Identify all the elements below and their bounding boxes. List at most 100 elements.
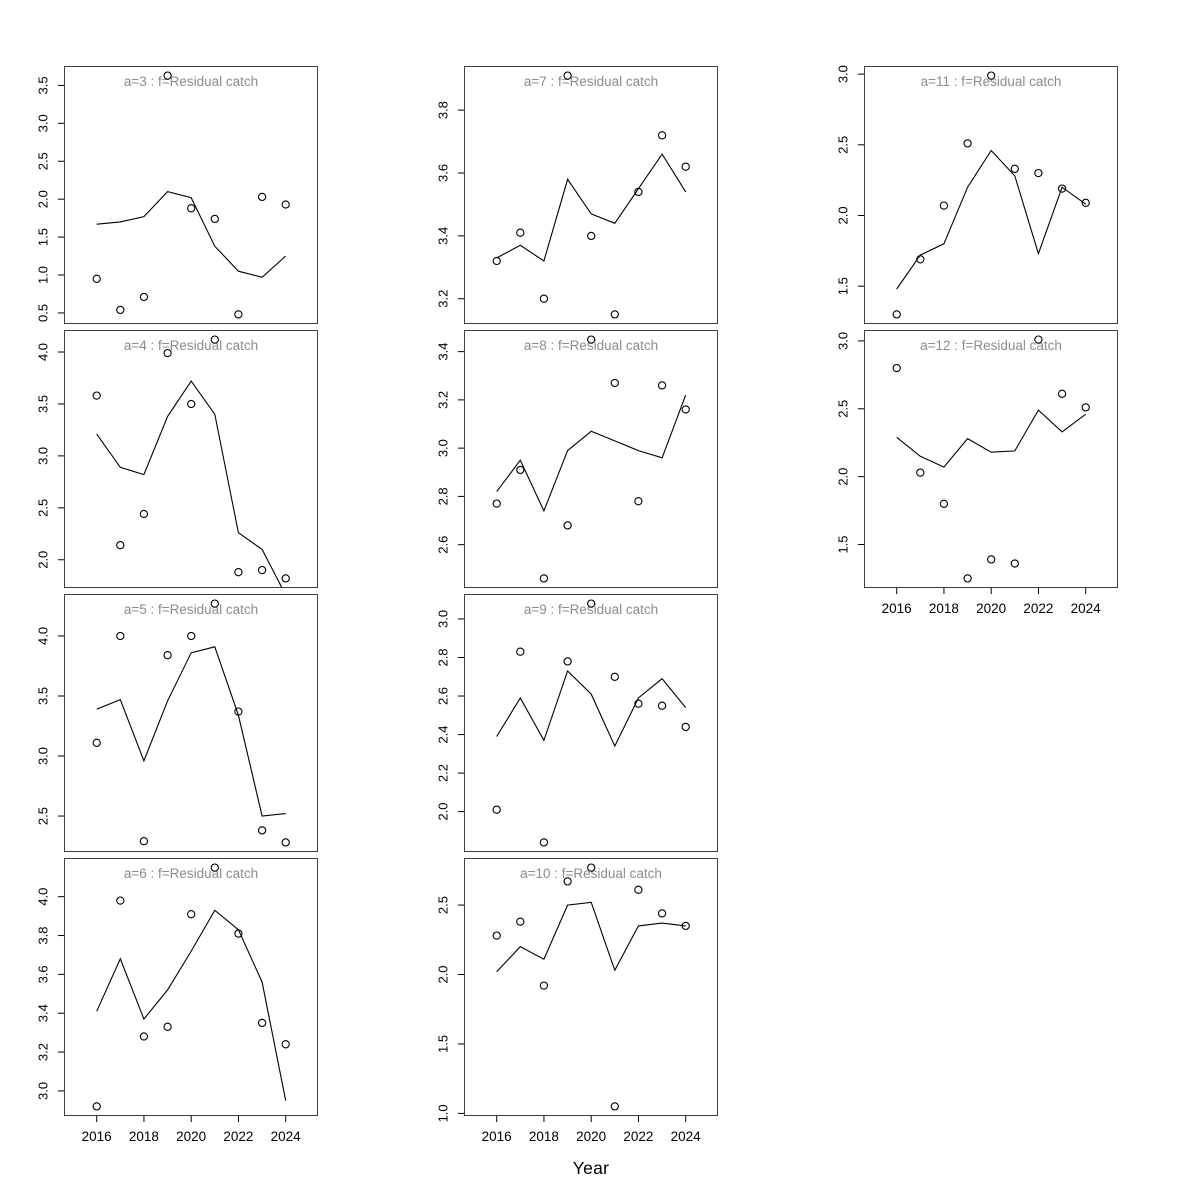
data-point bbox=[657, 909, 667, 918]
data-point bbox=[516, 917, 525, 926]
data-point bbox=[92, 391, 101, 400]
y-tick-label: 3.0 bbox=[36, 447, 51, 465]
y-tick-label: 3.0 bbox=[36, 1082, 51, 1100]
data-point bbox=[210, 214, 219, 224]
data-point bbox=[892, 310, 901, 319]
y-tick-label: 3.2 bbox=[436, 290, 451, 308]
panel-a-6: a=6 : f=Residual catch 3.0 3.2 3.4 3.6 3.8 4.0… bbox=[36, 858, 318, 1144]
y-tick-label: 2.6 bbox=[436, 687, 451, 705]
data-point bbox=[1081, 403, 1090, 412]
data-point bbox=[587, 599, 596, 608]
y-tick-label: 3.6 bbox=[436, 164, 451, 182]
y-tick-label: 2.5 bbox=[36, 152, 51, 170]
fitted-line bbox=[496, 394, 687, 513]
x-tick-label: 2018 bbox=[929, 601, 959, 616]
data-point bbox=[92, 274, 101, 283]
data-point bbox=[257, 565, 267, 575]
data-point bbox=[234, 310, 243, 319]
data-point bbox=[634, 699, 643, 708]
x-tick-label: 2022 bbox=[1023, 601, 1053, 616]
y-tick-label: 2.0 bbox=[36, 190, 51, 208]
x-tick-label: 2020 bbox=[176, 1129, 206, 1144]
fitted-line bbox=[896, 149, 1087, 290]
data-point bbox=[987, 71, 996, 80]
x-tick-label: 2018 bbox=[129, 1129, 159, 1144]
panel-border bbox=[64, 330, 318, 588]
data-point bbox=[281, 200, 290, 209]
x-tick-label: 2022 bbox=[623, 1129, 653, 1144]
data-point bbox=[1034, 335, 1043, 344]
data-point bbox=[234, 707, 243, 716]
data-point bbox=[539, 294, 549, 303]
data-point bbox=[281, 1040, 290, 1049]
panel-a-8: a=8 : f=Residual catch 2.6 2.8 3.0 3.2 3.4 bbox=[436, 330, 718, 588]
y-tick-label: 2.2 bbox=[436, 764, 451, 782]
data-point bbox=[492, 931, 501, 940]
panel-title: a=12 : f=Residual catch bbox=[920, 338, 1062, 353]
data-point bbox=[1057, 389, 1067, 398]
panel-title: a=8 : f=Residual catch bbox=[524, 338, 658, 353]
data-point bbox=[281, 838, 290, 847]
panel-title: a=6 : f=Residual catch bbox=[124, 866, 258, 881]
data-point bbox=[963, 139, 972, 148]
data-point bbox=[234, 568, 243, 577]
data-point bbox=[116, 631, 125, 641]
y-tick-label: 1.5 bbox=[836, 535, 851, 553]
data-point bbox=[210, 863, 219, 872]
y-tick-label: 3.0 bbox=[836, 332, 851, 350]
data-point bbox=[187, 204, 196, 213]
panel-border bbox=[64, 594, 318, 852]
data-point bbox=[1034, 168, 1043, 178]
data-point bbox=[1081, 198, 1090, 207]
y-tick-label: 2.0 bbox=[436, 965, 451, 983]
data-point bbox=[939, 201, 949, 210]
y-tick-label: 3.5 bbox=[36, 76, 51, 94]
data-point bbox=[587, 231, 596, 241]
panel-a-10: a=10 : f=Residual catch 1.0 1.5 2.0 2.5 2016 2… bbox=[436, 858, 718, 1144]
panel-a-7: a=7 : f=Residual catch 3.2 3.4 3.6 3.8 bbox=[436, 66, 718, 324]
data-point bbox=[681, 162, 690, 171]
y-tick-label: 3.5 bbox=[36, 395, 51, 413]
x-tick-label: 2016 bbox=[882, 601, 912, 616]
y-tick-label: 3.8 bbox=[36, 926, 51, 944]
data-point bbox=[610, 1102, 619, 1111]
y-tick-label: 2.0 bbox=[36, 551, 51, 569]
fitted-line bbox=[96, 380, 283, 588]
data-point bbox=[116, 305, 125, 315]
y-tick-label: 4.0 bbox=[36, 627, 51, 645]
fitted-line bbox=[96, 190, 287, 278]
y-tick-label: 1.5 bbox=[436, 1035, 451, 1053]
y-tick-label: 3.6 bbox=[36, 965, 51, 983]
data-point bbox=[139, 509, 149, 519]
data-point bbox=[516, 465, 525, 475]
data-point bbox=[987, 555, 996, 564]
panel-title: a=4 : f=Residual catch bbox=[124, 338, 258, 353]
data-point bbox=[610, 310, 619, 319]
data-point bbox=[539, 981, 549, 990]
data-point bbox=[139, 292, 149, 302]
y-tick-label: 0.5 bbox=[36, 304, 51, 322]
fitted-line bbox=[896, 409, 1087, 468]
y-tick-label: 2.6 bbox=[436, 536, 451, 554]
y-tick-label: 2.0 bbox=[836, 468, 851, 486]
data-point bbox=[634, 885, 643, 894]
data-point bbox=[516, 228, 525, 237]
data-point bbox=[187, 399, 196, 409]
data-point bbox=[657, 131, 667, 140]
data-point bbox=[634, 187, 643, 197]
data-point bbox=[92, 738, 101, 747]
y-tick-label: 3.0 bbox=[36, 747, 51, 765]
y-tick-label: 4.0 bbox=[36, 343, 51, 361]
y-tick-label: 2.8 bbox=[436, 648, 451, 666]
data-point bbox=[492, 499, 501, 508]
panel-a-12: a=12 : f=Residual catch 1.5 2.0 2.5 3.0 2016 2… bbox=[836, 330, 1118, 616]
data-point bbox=[563, 521, 572, 530]
y-tick-label: 1.5 bbox=[836, 277, 851, 295]
data-point bbox=[634, 497, 643, 506]
data-point bbox=[892, 363, 901, 373]
data-point bbox=[681, 405, 690, 414]
x-tick-label: 2018 bbox=[529, 1129, 559, 1144]
x-tick-label: 2016 bbox=[82, 1129, 112, 1144]
